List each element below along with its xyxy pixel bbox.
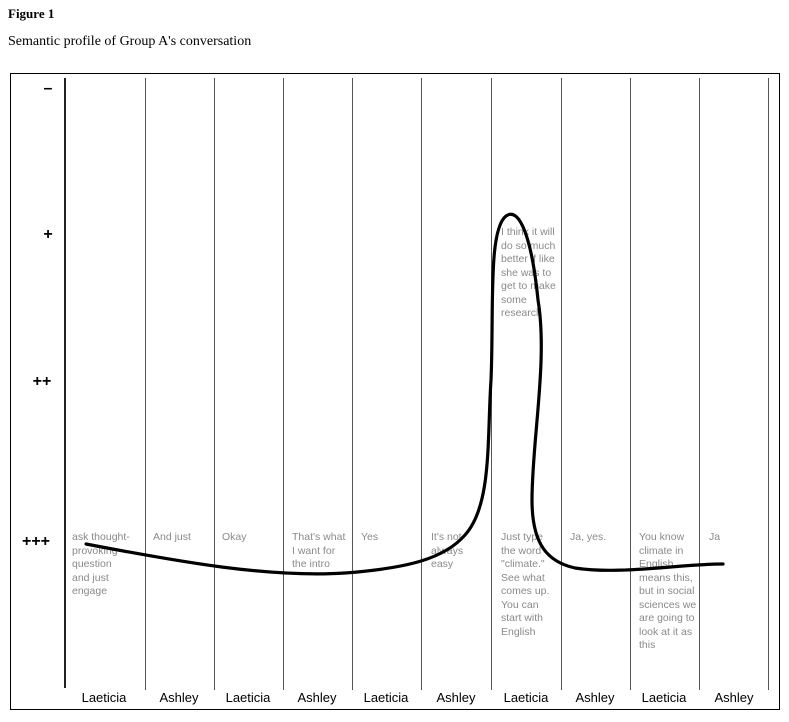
speaker-label-7: Laeticia — [503, 690, 549, 705]
utterance-7-upper: I think it will do so much better if lik… — [501, 226, 556, 319]
speaker-label-5: Laeticia — [363, 690, 409, 705]
level-label-plus-plus: ++ — [32, 373, 52, 390]
figure-caption: Semantic profile of Group A's conversati… — [8, 34, 252, 49]
column-divider — [630, 78, 631, 690]
speaker-label-1: Laeticia — [81, 690, 127, 705]
column-divider — [768, 78, 769, 690]
column-divider — [145, 78, 146, 690]
speaker-label-8: Ashley — [575, 690, 615, 705]
column-divider — [421, 78, 422, 690]
speaker-label-4: Ashley — [297, 690, 337, 705]
utterance-8: Ja, yes. — [570, 531, 607, 543]
column-divider — [283, 78, 284, 690]
utterance-1: ask thought-provoking question and just … — [72, 531, 130, 597]
utterance-4: That's what I want for the intro — [292, 531, 346, 570]
speaker-label-6: Ashley — [436, 690, 476, 705]
diagram-frame — [10, 73, 780, 710]
speaker-label-9: Laeticia — [641, 690, 687, 705]
level-label-plus: + — [43, 226, 53, 243]
column-divider — [699, 78, 700, 690]
speaker-label-10: Ashley — [714, 690, 754, 705]
y-axis-line — [64, 78, 66, 688]
utterance-3: Okay — [222, 531, 247, 543]
figure-label: Figure 1 — [8, 6, 55, 21]
level-label-minus: – — [43, 80, 53, 97]
column-divider — [561, 78, 562, 690]
column-divider — [352, 78, 353, 690]
utterance-2: And just — [153, 531, 191, 543]
utterance-5: Yes — [361, 531, 379, 543]
level-label-plus-plus-plus: +++ — [21, 533, 51, 550]
column-divider — [214, 78, 215, 690]
speaker-label-3: Laeticia — [225, 690, 271, 705]
utterance-9: You know climate in English means this, … — [639, 531, 697, 651]
utterance-10: Ja — [709, 531, 721, 543]
speaker-label-2: Ashley — [159, 690, 199, 705]
utterance-7: Just type the word "climate." See what c… — [501, 531, 550, 638]
